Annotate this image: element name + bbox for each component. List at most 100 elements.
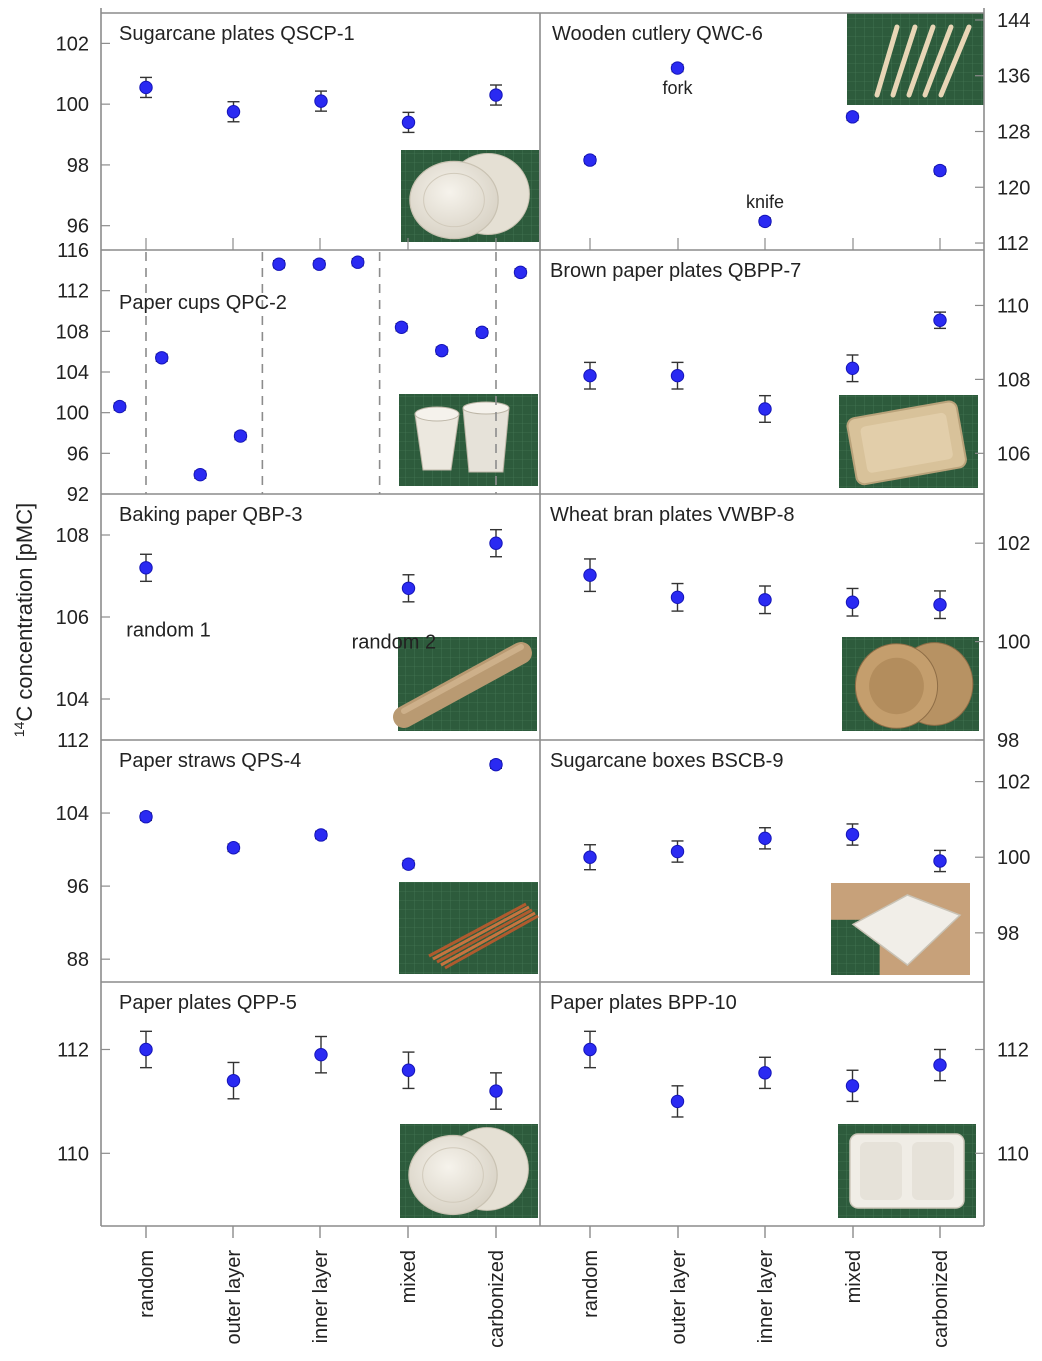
data-point	[670, 582, 685, 612]
data-marker	[312, 257, 326, 271]
data-marker	[314, 828, 328, 842]
y-tick-label: 98	[67, 155, 89, 177]
y-axis-label-superscript: 14	[11, 721, 27, 737]
data-marker	[226, 841, 241, 855]
data-marker	[435, 343, 449, 358]
data-marker	[758, 593, 772, 607]
panel-title: Paper straws QPS-4	[119, 750, 301, 772]
data-point	[226, 1061, 241, 1100]
y-tick-label: 110	[997, 295, 1029, 317]
panel-title: Paper plates QPP-5	[119, 992, 297, 1014]
data-marker	[758, 402, 772, 416]
y-tick-label: 116	[57, 240, 89, 262]
x-tick-label: mixed	[398, 1250, 420, 1303]
panel-title: Wheat bran plates VWBP-8	[550, 504, 795, 526]
data-point	[139, 810, 153, 824]
x-tick-label: random	[136, 1250, 158, 1318]
data-point	[272, 257, 286, 271]
data-marker	[758, 214, 772, 229]
data-marker	[401, 115, 416, 130]
y-tick-label: 108	[56, 321, 89, 343]
panel-right-1: 112 120 128 136 144 Wooden cutlery QWC-6 fork k…	[552, 10, 1030, 255]
data-marker	[670, 368, 685, 383]
panel-title: Paper cups QPC-2	[119, 292, 287, 314]
data-marker	[670, 1094, 685, 1109]
data-point	[314, 828, 328, 842]
data-point	[155, 351, 169, 365]
data-point	[489, 757, 503, 772]
data-marker	[489, 536, 503, 550]
data-point	[489, 1072, 503, 1110]
product-photo-tray	[839, 395, 978, 488]
data-marker	[845, 595, 860, 609]
annotation: random 2	[352, 632, 437, 654]
panel-right-2: 106 108 110 Brown paper plates QBPP-7	[550, 260, 1030, 488]
data-marker	[583, 850, 597, 864]
data-marker	[670, 590, 685, 605]
data-point	[933, 1048, 947, 1082]
data-point	[845, 1069, 860, 1103]
data-point	[401, 574, 416, 603]
data-point	[226, 101, 241, 123]
data-marker	[845, 361, 860, 376]
product-photo-container	[838, 1124, 976, 1218]
data-marker	[401, 857, 416, 871]
data-point	[583, 558, 597, 593]
y-tick-label: 120	[997, 177, 1030, 199]
data-point	[933, 163, 947, 178]
panel-right-4: 98 100 102 Sugarcane boxes BSCB-9	[550, 750, 1030, 975]
product-photo-straws	[399, 882, 539, 974]
data-marker	[351, 255, 365, 269]
data-point	[583, 844, 597, 871]
y-tick-label: 106	[997, 443, 1030, 465]
y-tick-label: 110	[57, 1143, 89, 1165]
y-tick-label: 102	[997, 533, 1030, 555]
data-point	[845, 354, 860, 383]
data-point	[583, 1030, 597, 1069]
data-point	[401, 857, 416, 871]
data-marker	[933, 854, 947, 868]
data-marker	[583, 153, 597, 167]
data-point	[933, 849, 947, 873]
product-photo-roll	[393, 637, 537, 731]
data-point	[758, 827, 772, 850]
data-marker	[845, 110, 860, 124]
y-tick-label: 92	[67, 484, 89, 506]
y-tick-label: 96	[67, 876, 89, 898]
data-point	[394, 320, 409, 334]
x-tick-label: inner layer	[310, 1250, 332, 1344]
data-marker	[758, 831, 772, 846]
data-marker	[139, 561, 153, 575]
product-photo-plates	[400, 1124, 538, 1218]
data-point	[226, 841, 241, 855]
data-marker	[489, 1084, 503, 1098]
data-point	[139, 76, 153, 99]
data-point	[670, 1085, 685, 1118]
y-tick-label: 144	[997, 10, 1030, 32]
y-tick-label: 112	[57, 730, 89, 752]
data-marker	[139, 810, 153, 824]
data-marker	[155, 351, 169, 365]
x-tick-label: mixed	[843, 1250, 865, 1303]
data-point	[435, 343, 449, 358]
data-marker	[670, 61, 685, 75]
data-marker	[314, 1047, 328, 1062]
data-point	[351, 255, 365, 269]
data-point	[401, 1051, 416, 1090]
y-tick-label: 100	[997, 632, 1030, 654]
data-point	[933, 311, 947, 330]
data-point	[758, 214, 772, 229]
panel-title: Paper plates BPP-10	[550, 992, 737, 1014]
data-point	[314, 1035, 328, 1074]
data-point	[670, 840, 685, 863]
panel-title: Sugarcane boxes BSCB-9	[550, 750, 783, 772]
y-tick-label: 104	[56, 362, 89, 384]
x-tick-label: carbonized	[486, 1250, 508, 1348]
data-marker	[272, 257, 286, 271]
y-tick-label: 106	[56, 607, 89, 629]
product-photo-box	[831, 883, 970, 975]
data-point	[933, 590, 947, 620]
data-marker	[933, 313, 947, 327]
annotation: fork	[662, 78, 693, 98]
